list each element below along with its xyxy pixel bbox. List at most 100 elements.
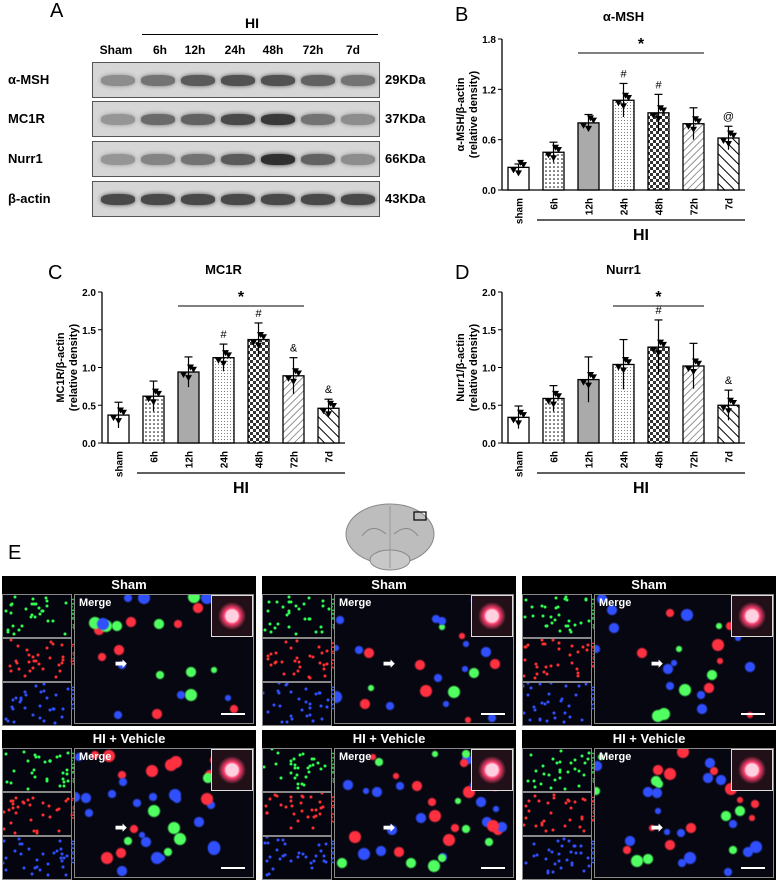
blot-band — [261, 114, 295, 125]
blot-band — [341, 194, 375, 205]
data-point — [325, 411, 332, 418]
blot-kda: 66KDa — [385, 151, 426, 166]
micrograph-group-title: HI + Vehicle — [2, 730, 256, 747]
data-point — [510, 167, 517, 174]
data-point — [655, 115, 662, 122]
significance-mark: & — [290, 343, 298, 355]
y-tick-label: 2.0 — [82, 288, 96, 299]
data-point — [720, 138, 727, 145]
micrograph-group-title: HI + Vehicle — [522, 730, 776, 747]
y-tick-label: 1.2 — [482, 85, 496, 96]
x-tick-label: 7d — [725, 451, 736, 463]
data-point — [187, 364, 194, 371]
channel-marker — [262, 638, 332, 682]
data-point — [622, 356, 629, 363]
blot-band — [181, 114, 215, 125]
zoom-inset — [471, 595, 513, 637]
x-tick-label: 6h — [550, 451, 561, 463]
lane-label: 24h — [224, 43, 246, 57]
data-point — [692, 116, 699, 123]
data-point — [587, 372, 594, 379]
channel-marker — [522, 792, 592, 836]
panel-letter-b: B — [455, 4, 469, 26]
x-tick-label: 7d — [725, 198, 736, 210]
arrow-icon: ➡ — [115, 655, 127, 671]
x-tick-label: 7d — [325, 451, 336, 463]
micrograph-panel: HI + Vehicleα-MSHNeuNDAPIMerge➡ — [522, 730, 776, 880]
channel-dapi — [262, 836, 332, 880]
data-point — [110, 415, 117, 422]
x-tick-label: 48h — [655, 451, 666, 468]
x-tick-label: 24h — [620, 198, 631, 215]
merge-label: Merge — [339, 751, 372, 763]
y-axis-label: Nurr1/β-actin(relative density) — [455, 323, 480, 411]
blot-band — [301, 194, 335, 205]
x-tick-label: 12h — [185, 451, 196, 468]
data-point — [685, 366, 692, 373]
data-point — [517, 409, 524, 416]
panel-letter-e: E — [8, 542, 22, 564]
data-point — [220, 360, 227, 367]
blot-band — [141, 75, 175, 86]
data-point — [552, 144, 559, 151]
data-point — [690, 369, 697, 376]
blot-band — [101, 154, 135, 165]
micrograph-group-title: Sham — [522, 576, 776, 593]
data-point — [185, 375, 192, 382]
data-point — [725, 408, 732, 415]
blot-band — [221, 194, 255, 205]
data-point — [622, 92, 629, 99]
blot-band — [221, 75, 255, 86]
scale-bar — [481, 867, 505, 869]
data-point — [255, 342, 262, 349]
merge-panel: Merge ➡ — [74, 748, 254, 878]
significance-mark: # — [255, 308, 262, 320]
x-tick-label: 24h — [620, 451, 631, 468]
x-tick-label: 6h — [550, 198, 561, 210]
hi-group-label: HI — [245, 15, 259, 31]
y-tick-label: 0.0 — [482, 186, 496, 197]
blot-row-label: α-MSH — [8, 72, 50, 87]
blot-band — [341, 154, 375, 165]
data-point — [327, 400, 334, 407]
data-point — [215, 357, 222, 364]
lane-label: 48h — [262, 43, 284, 57]
channel-marker — [2, 792, 72, 836]
data-point — [552, 390, 559, 397]
blot-strip — [92, 141, 380, 177]
panel-letter-a: A — [50, 0, 64, 22]
y-tick-label: 0.0 — [82, 439, 96, 450]
data-point — [115, 418, 122, 425]
data-point — [657, 105, 664, 112]
data-point — [615, 100, 622, 107]
y-tick-label: 1.8 — [482, 35, 496, 46]
blot-strip — [92, 101, 380, 137]
data-point — [180, 372, 187, 379]
micrograph-panel: HI + Vehicleα-MSHGFAPDAPIMerge➡ — [262, 730, 516, 880]
channel-marker — [522, 638, 592, 682]
lane-label: Sham — [99, 43, 133, 57]
y-axis-label-line: (relative density) — [468, 323, 480, 411]
y-axis-label-line: α-MSH/β-actin — [455, 77, 467, 151]
x-tick-label: 72h — [690, 198, 701, 215]
panel-letter-c: C — [48, 262, 63, 284]
chart-title: α-MSH — [603, 9, 644, 24]
data-point — [585, 382, 592, 389]
y-tick-label: 1.0 — [482, 364, 496, 375]
channel-dapi — [2, 836, 72, 880]
x-tick-label: sham — [515, 451, 526, 477]
data-point — [250, 339, 257, 346]
channel-alpha-msh — [2, 594, 72, 638]
channel-marker — [2, 638, 72, 682]
blot-band — [181, 194, 215, 205]
x-tick-label: 48h — [655, 198, 666, 215]
data-point — [585, 125, 592, 132]
data-point — [657, 339, 664, 346]
micrograph-group-title: Sham — [262, 576, 516, 593]
data-point — [152, 388, 159, 395]
y-tick-label: 1.5 — [482, 326, 496, 337]
significance-mark: @ — [723, 111, 734, 123]
scale-bar — [481, 713, 505, 715]
blot-band — [141, 154, 175, 165]
zoom-inset — [471, 749, 513, 791]
